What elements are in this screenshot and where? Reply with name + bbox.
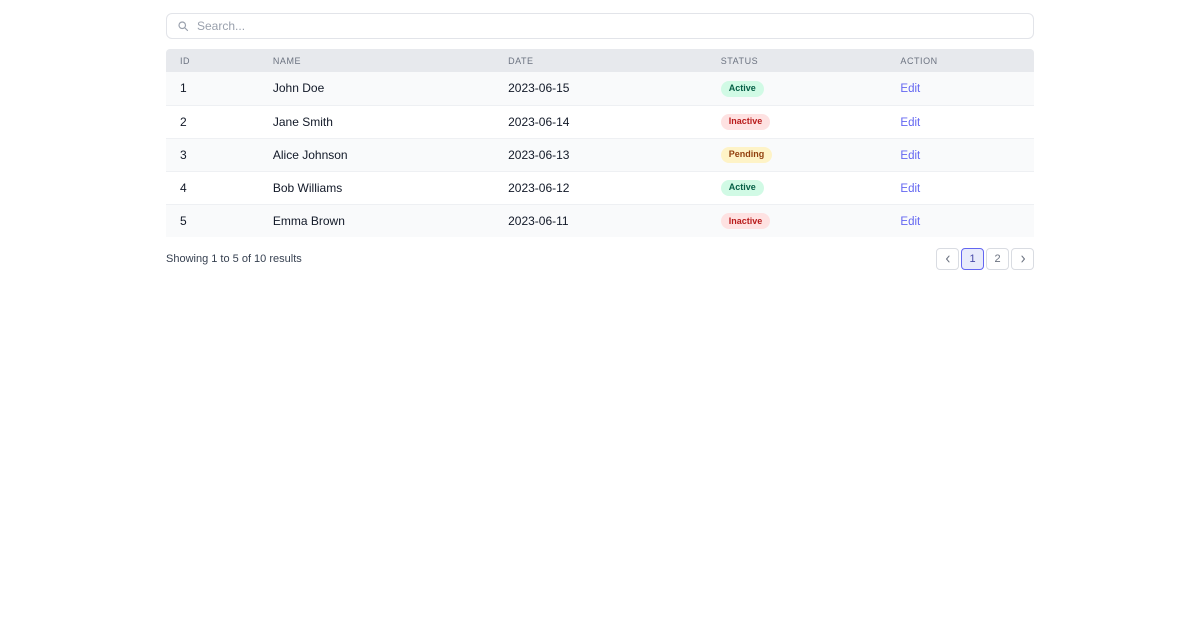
page-button-2[interactable]: 2	[986, 248, 1009, 270]
cell-date: 2023-06-11	[494, 203, 707, 237]
table-header: ID NAME DATE STATUS ACTION	[166, 49, 1034, 72]
cell-action: Edit	[886, 170, 1034, 204]
edit-link[interactable]: Edit	[900, 215, 921, 228]
status-badge: Active	[720, 80, 764, 97]
page-button-1[interactable]: 1	[961, 248, 984, 270]
cell-date: 2023-06-14	[494, 104, 707, 138]
cell-action: Edit	[886, 104, 1034, 138]
prev-page-button[interactable]	[936, 248, 959, 270]
search-icon	[177, 20, 189, 32]
column-header-id: ID	[166, 49, 259, 72]
status-badge: Inactive	[720, 213, 771, 229]
table-body: 1 John Doe 2023-06-15 Active Edit 2 Jane…	[166, 72, 1034, 237]
chevron-left-icon	[945, 255, 950, 263]
table-row: 3 Alice Johnson 2023-06-13 Pending Edit	[166, 137, 1034, 171]
cell-action: Edit	[886, 137, 1034, 171]
page-container: ID NAME DATE STATUS ACTION 1 John Doe 20…	[166, 13, 1034, 270]
search-box	[166, 13, 1034, 39]
cell-name: Jane Smith	[258, 104, 495, 138]
cell-id: 1	[180, 81, 187, 96]
status-badge: Inactive	[720, 113, 771, 130]
pagination: 1 2	[936, 248, 1034, 270]
column-header-date: DATE	[494, 49, 707, 72]
cell-date: 2023-06-15	[508, 81, 570, 96]
column-header-action: ACTION	[886, 49, 1034, 72]
footer: Showing 1 to 5 of 10 results 1 2	[166, 248, 1034, 270]
cell-status: Active	[706, 170, 887, 204]
cell-status: Inactive	[706, 203, 887, 237]
cell-id: 4	[166, 170, 259, 204]
cell-action: Edit	[886, 203, 1034, 237]
status-badge: Active	[720, 179, 764, 196]
cell-status: Pending	[706, 137, 887, 171]
edit-link[interactable]: Edit	[900, 149, 921, 162]
cell-id: 3	[166, 137, 259, 171]
edit-link[interactable]: Edit	[900, 116, 921, 129]
cell-date: 2023-06-12	[494, 170, 707, 204]
cell-status: Active	[707, 72, 887, 105]
cell-id: 2	[166, 104, 259, 138]
column-header-status: STATUS	[706, 49, 887, 72]
table-row: 5 Emma Brown 2023-06-11 Inactive Edit	[166, 203, 1034, 237]
chevron-right-icon	[1020, 255, 1025, 263]
table-row: 4 Bob Williams 2023-06-12 Active Edit	[166, 170, 1034, 204]
cell-status: Inactive	[706, 104, 887, 138]
edit-link[interactable]: Edit	[900, 83, 921, 96]
table-row: 2 Jane Smith 2023-06-14 Inactive Edit	[166, 104, 1034, 138]
cell-action: Edit	[886, 72, 1034, 105]
status-badge: Pending	[720, 146, 773, 163]
data-table: ID NAME DATE STATUS ACTION 1 John Doe 20…	[166, 49, 1034, 237]
results-summary: Showing 1 to 5 of 10 results	[166, 253, 302, 265]
edit-link[interactable]: Edit	[900, 182, 921, 195]
search-input[interactable]	[197, 19, 1023, 33]
column-header-name: NAME	[258, 49, 495, 72]
cell-name: Emma Brown	[258, 203, 495, 237]
cell-name: Bob Williams	[258, 170, 495, 204]
cell-name: John Doe	[272, 81, 325, 96]
cell-name: Alice Johnson	[258, 137, 495, 171]
cell-date: 2023-06-13	[494, 137, 707, 171]
cell-id: 5	[166, 203, 259, 237]
table-row: 1 John Doe 2023-06-15 Active Edit	[166, 72, 1034, 105]
next-page-button[interactable]	[1011, 248, 1034, 270]
